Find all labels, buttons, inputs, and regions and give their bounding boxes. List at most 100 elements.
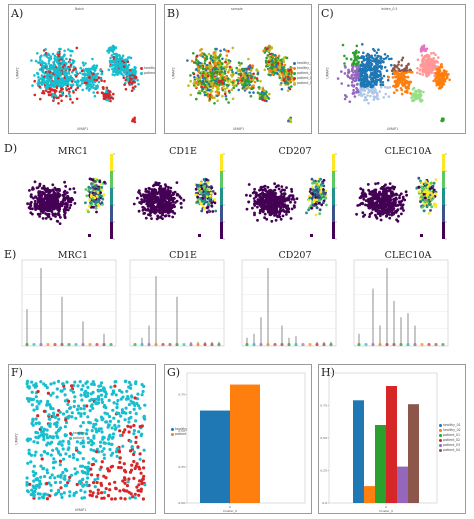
- umap-point: [196, 82, 199, 85]
- umap-point: [366, 94, 369, 97]
- umap-point: [230, 75, 234, 78]
- umap-point: [433, 65, 437, 68]
- feature-point: [28, 189, 31, 192]
- feature-point: [282, 209, 286, 213]
- umap-point: [351, 65, 355, 68]
- umap-point: [372, 98, 376, 101]
- feature-point: [144, 216, 148, 220]
- umap-point: [350, 81, 354, 84]
- umap-point: [62, 82, 66, 85]
- feature-point: [251, 206, 254, 210]
- feature-point: [152, 209, 156, 213]
- umap-point: [55, 80, 59, 84]
- umap-point: [364, 83, 367, 86]
- umap-point: [208, 96, 212, 99]
- umap-point: [416, 58, 420, 61]
- umap-point: [381, 81, 385, 84]
- panel-b-title: sample: [231, 7, 243, 11]
- umap-point: [363, 92, 366, 96]
- umap-point: [55, 96, 58, 100]
- umap-point: [204, 73, 208, 76]
- umap-point: [437, 83, 441, 86]
- feature-point: [263, 184, 267, 188]
- umap-point: [209, 57, 212, 60]
- umap-point: [58, 73, 61, 77]
- umap-point: [248, 83, 251, 86]
- feature-point: [266, 208, 269, 211]
- feature-point: [101, 197, 105, 201]
- feature-point: [167, 214, 171, 218]
- umap-point: [441, 77, 444, 81]
- feature-point: [100, 201, 104, 204]
- feature-point: [58, 189, 61, 193]
- umap-point: [215, 47, 218, 51]
- colorbar-segment: [110, 171, 113, 188]
- umap-point: [221, 88, 225, 92]
- umap-point: [214, 73, 217, 77]
- umap-point: [40, 65, 44, 69]
- umap-point: [115, 66, 119, 69]
- umap-point: [199, 75, 202, 78]
- umap-point: [71, 101, 74, 104]
- umap-point: [267, 97, 271, 100]
- umap-point: [57, 102, 60, 105]
- umap-point: [110, 54, 114, 57]
- umap-point: [112, 52, 116, 56]
- umap-point: [54, 83, 57, 86]
- umap-point: [352, 76, 356, 79]
- feature-point: [280, 198, 284, 202]
- feature-point: [324, 196, 328, 200]
- umap-point: [266, 47, 269, 51]
- umap-point: [85, 73, 89, 77]
- feature-point: [51, 203, 55, 207]
- feature-point: [42, 191, 46, 195]
- umap-point: [211, 96, 214, 100]
- umap-point: [386, 78, 390, 82]
- umap-point: [63, 76, 67, 79]
- umap-point: [255, 68, 259, 72]
- umap-point: [217, 61, 220, 64]
- umap-point: [226, 77, 230, 81]
- feature-point: [100, 188, 104, 192]
- feature-point: [213, 201, 217, 205]
- umap-point: [228, 91, 231, 94]
- umap-point: [269, 73, 272, 77]
- umap-point: [236, 82, 240, 85]
- umap-point: [357, 65, 361, 69]
- umap-point: [241, 73, 245, 77]
- umap-point: [439, 63, 443, 67]
- umap-point: [379, 83, 383, 87]
- umap-point: [271, 72, 274, 76]
- umap-point: [75, 81, 79, 84]
- feature-point: [57, 193, 60, 197]
- umap-point: [202, 52, 206, 56]
- umap-point: [225, 54, 229, 57]
- umap-point: [125, 74, 129, 77]
- feature-point: [173, 212, 177, 215]
- feature-point: [165, 190, 168, 193]
- feature-point: [259, 197, 262, 201]
- umap-point: [371, 59, 374, 63]
- umap-point: [444, 72, 447, 75]
- umap-point: [400, 64, 403, 67]
- feature-point: [165, 196, 169, 200]
- umap-point: [49, 64, 53, 67]
- feature-point: [49, 217, 53, 221]
- feature-point: [322, 184, 326, 188]
- feature-point: [169, 194, 173, 197]
- umap-point: [385, 69, 389, 72]
- umap-point: [78, 71, 82, 75]
- umap-point: [81, 72, 85, 76]
- umap-point: [369, 94, 372, 98]
- feature-point: [153, 188, 156, 191]
- umap-point: [397, 60, 401, 64]
- umap-point: [373, 49, 376, 53]
- umap-point: [278, 60, 282, 64]
- feature-point: [283, 197, 287, 201]
- umap-point: [120, 56, 124, 59]
- umap-point: [228, 65, 232, 69]
- feature-point: [68, 187, 72, 191]
- feature-point: [38, 182, 42, 186]
- umap-point: [440, 118, 444, 121]
- umap-point: [59, 47, 62, 51]
